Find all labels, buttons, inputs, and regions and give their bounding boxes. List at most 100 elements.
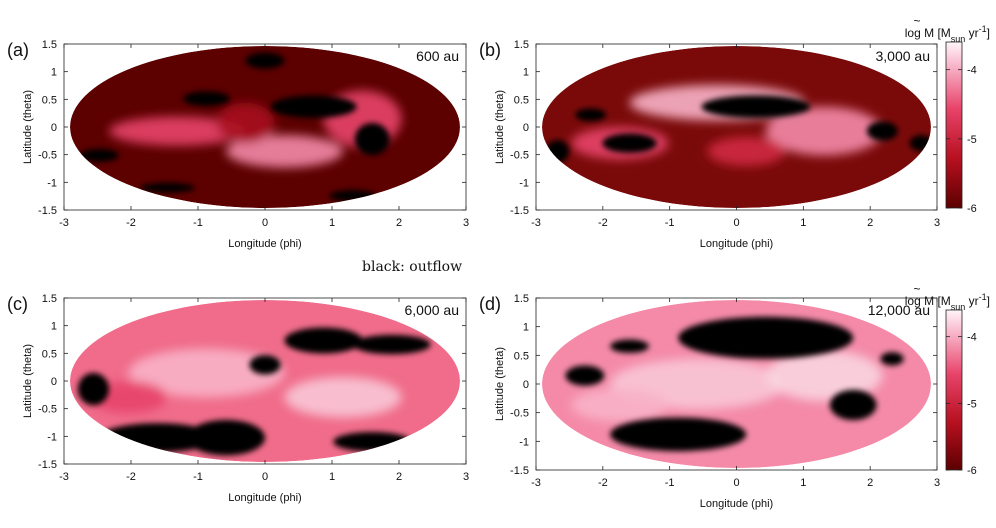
panel-b: -3 -2 -1 0 1 2 3 1.5 1 0.5 0 -0.5 -1 -1.5 Longitude (p… (479, 39, 940, 250)
colorbar-label-part: sun (951, 34, 966, 44)
y-tick-label: -0.5 (510, 408, 529, 420)
colorbar-label-part: [M (934, 294, 951, 308)
colorbar-gradient (945, 309, 963, 471)
x-axis-label: Longitude (phi) (700, 238, 773, 250)
outflow-regions (565, 316, 904, 452)
y-tick-label: 0.5 (42, 94, 57, 106)
y-tick-label: 0.5 (514, 350, 529, 362)
panel-label: (d) (479, 294, 501, 314)
outflow-region (333, 432, 412, 452)
colorbar-label-part: ] (987, 26, 990, 40)
colorbar-tick-label: -4 (967, 65, 977, 77)
y-tick-label: 1 (523, 67, 529, 79)
y-tick-label: 1 (523, 322, 529, 334)
y-axis-label: Latitude (theta) (22, 344, 34, 418)
x-tick-label: 1 (800, 217, 806, 229)
colorbar-label-part: ] (987, 294, 990, 308)
y-tick-label: 1.5 (514, 293, 529, 305)
outflow-region (829, 389, 877, 421)
outflow-region (610, 339, 649, 353)
colorbar-label-part: sun (951, 302, 966, 312)
heatmap-structure (109, 116, 246, 146)
distance-annotation: 12,000 au (868, 302, 930, 318)
heatmap-structures (571, 350, 883, 422)
outflow-region (880, 352, 904, 366)
colorbar-tick-label: -5 (967, 398, 977, 410)
y-tick-label: 1 (51, 321, 57, 333)
heatmap-body (70, 300, 460, 462)
distance-annotation: 6,000 au (405, 302, 460, 318)
outflow-region (565, 365, 605, 386)
x-axis-label: Longitude (phi) (700, 498, 773, 510)
x-tick-label: 2 (396, 217, 402, 229)
x-tick-label: -3 (59, 471, 69, 483)
x-tick-label: 1 (329, 471, 335, 483)
y-tick-label: 0 (523, 379, 529, 391)
outflow-note: black: outflow (362, 259, 463, 275)
outflow-region (866, 121, 898, 141)
outflow-region (909, 135, 931, 152)
x-tick-label: 1 (329, 217, 335, 229)
heatmap-structure (571, 388, 669, 422)
outflow-region (701, 95, 811, 119)
outflow-region (610, 417, 747, 452)
x-axis-label: Longitude (phi) (228, 238, 301, 250)
heatmap-structure (216, 102, 275, 144)
x-tick-label: -1 (665, 477, 675, 489)
outflow-regions (79, 52, 390, 202)
heatmap-structure (128, 348, 285, 398)
x-tick-label: 0 (262, 471, 268, 483)
outflow-region (354, 122, 390, 156)
y-tick-label: -1.5 (510, 205, 529, 217)
y-tick-label: 0 (51, 376, 57, 388)
x-tick-label: 3 (934, 217, 940, 229)
heatmap-body (542, 46, 931, 208)
colorbar-label-part: -1 (979, 24, 987, 34)
panel-label: (c) (7, 294, 28, 314)
colorbar-label-part: -1 (979, 292, 987, 302)
x-tick-label: 3 (463, 471, 469, 483)
colorbar-tick-label: -6 (967, 203, 977, 215)
colorbar-tick-label: -4 (967, 332, 977, 344)
colorbar-tick-label: -6 (967, 465, 977, 477)
heatmap-body (70, 46, 460, 208)
panel-label: (a) (7, 40, 29, 60)
x-tick-label: 0 (262, 217, 268, 229)
x-tick-label: -1 (193, 471, 203, 483)
x-tick-label: -2 (598, 477, 608, 489)
y-tick-label: -1.5 (38, 459, 57, 471)
distance-annotation: 600 au (416, 48, 459, 64)
outflow-region (284, 327, 363, 354)
colorbar-label: log M [Msun yr-1] (905, 24, 990, 44)
colorbar-label-part: [M (934, 26, 951, 40)
x-tick-label: 3 (463, 217, 469, 229)
heatmap-structure (765, 350, 883, 401)
colorbar-label-part: yr (965, 26, 978, 40)
colorbar-label-part: log (905, 26, 924, 40)
y-axis-label: Latitude (theta) (494, 90, 506, 164)
panel-d: -3 -2 -1 0 1 2 3 1.5 1 0.5 0 -0.5 -1 -1.5 Longitude (p… (479, 293, 940, 510)
y-tick-label: 1.5 (42, 293, 57, 305)
x-tick-label: -2 (598, 217, 608, 229)
outflow-region (187, 419, 265, 456)
outflow-region (575, 108, 607, 122)
x-tick-label: -2 (126, 471, 136, 483)
x-tick-label: 0 (733, 477, 739, 489)
outflow-region (352, 334, 431, 355)
outflow-region (245, 52, 285, 69)
outflow-region (183, 91, 230, 106)
heatmap-background (542, 46, 931, 208)
x-tick-label: 2 (396, 471, 402, 483)
outflow-region (678, 316, 854, 359)
y-tick-label: -1 (47, 177, 57, 189)
outflow-region (545, 139, 570, 163)
x-tick-label: -3 (531, 217, 541, 229)
outflow-regions (545, 95, 931, 163)
x-tick-label: -1 (193, 217, 203, 229)
x-tick-label: 1 (800, 477, 806, 489)
y-tick-label: 0.5 (42, 348, 57, 360)
x-tick-label: -3 (59, 217, 69, 229)
outflow-region (329, 190, 377, 202)
